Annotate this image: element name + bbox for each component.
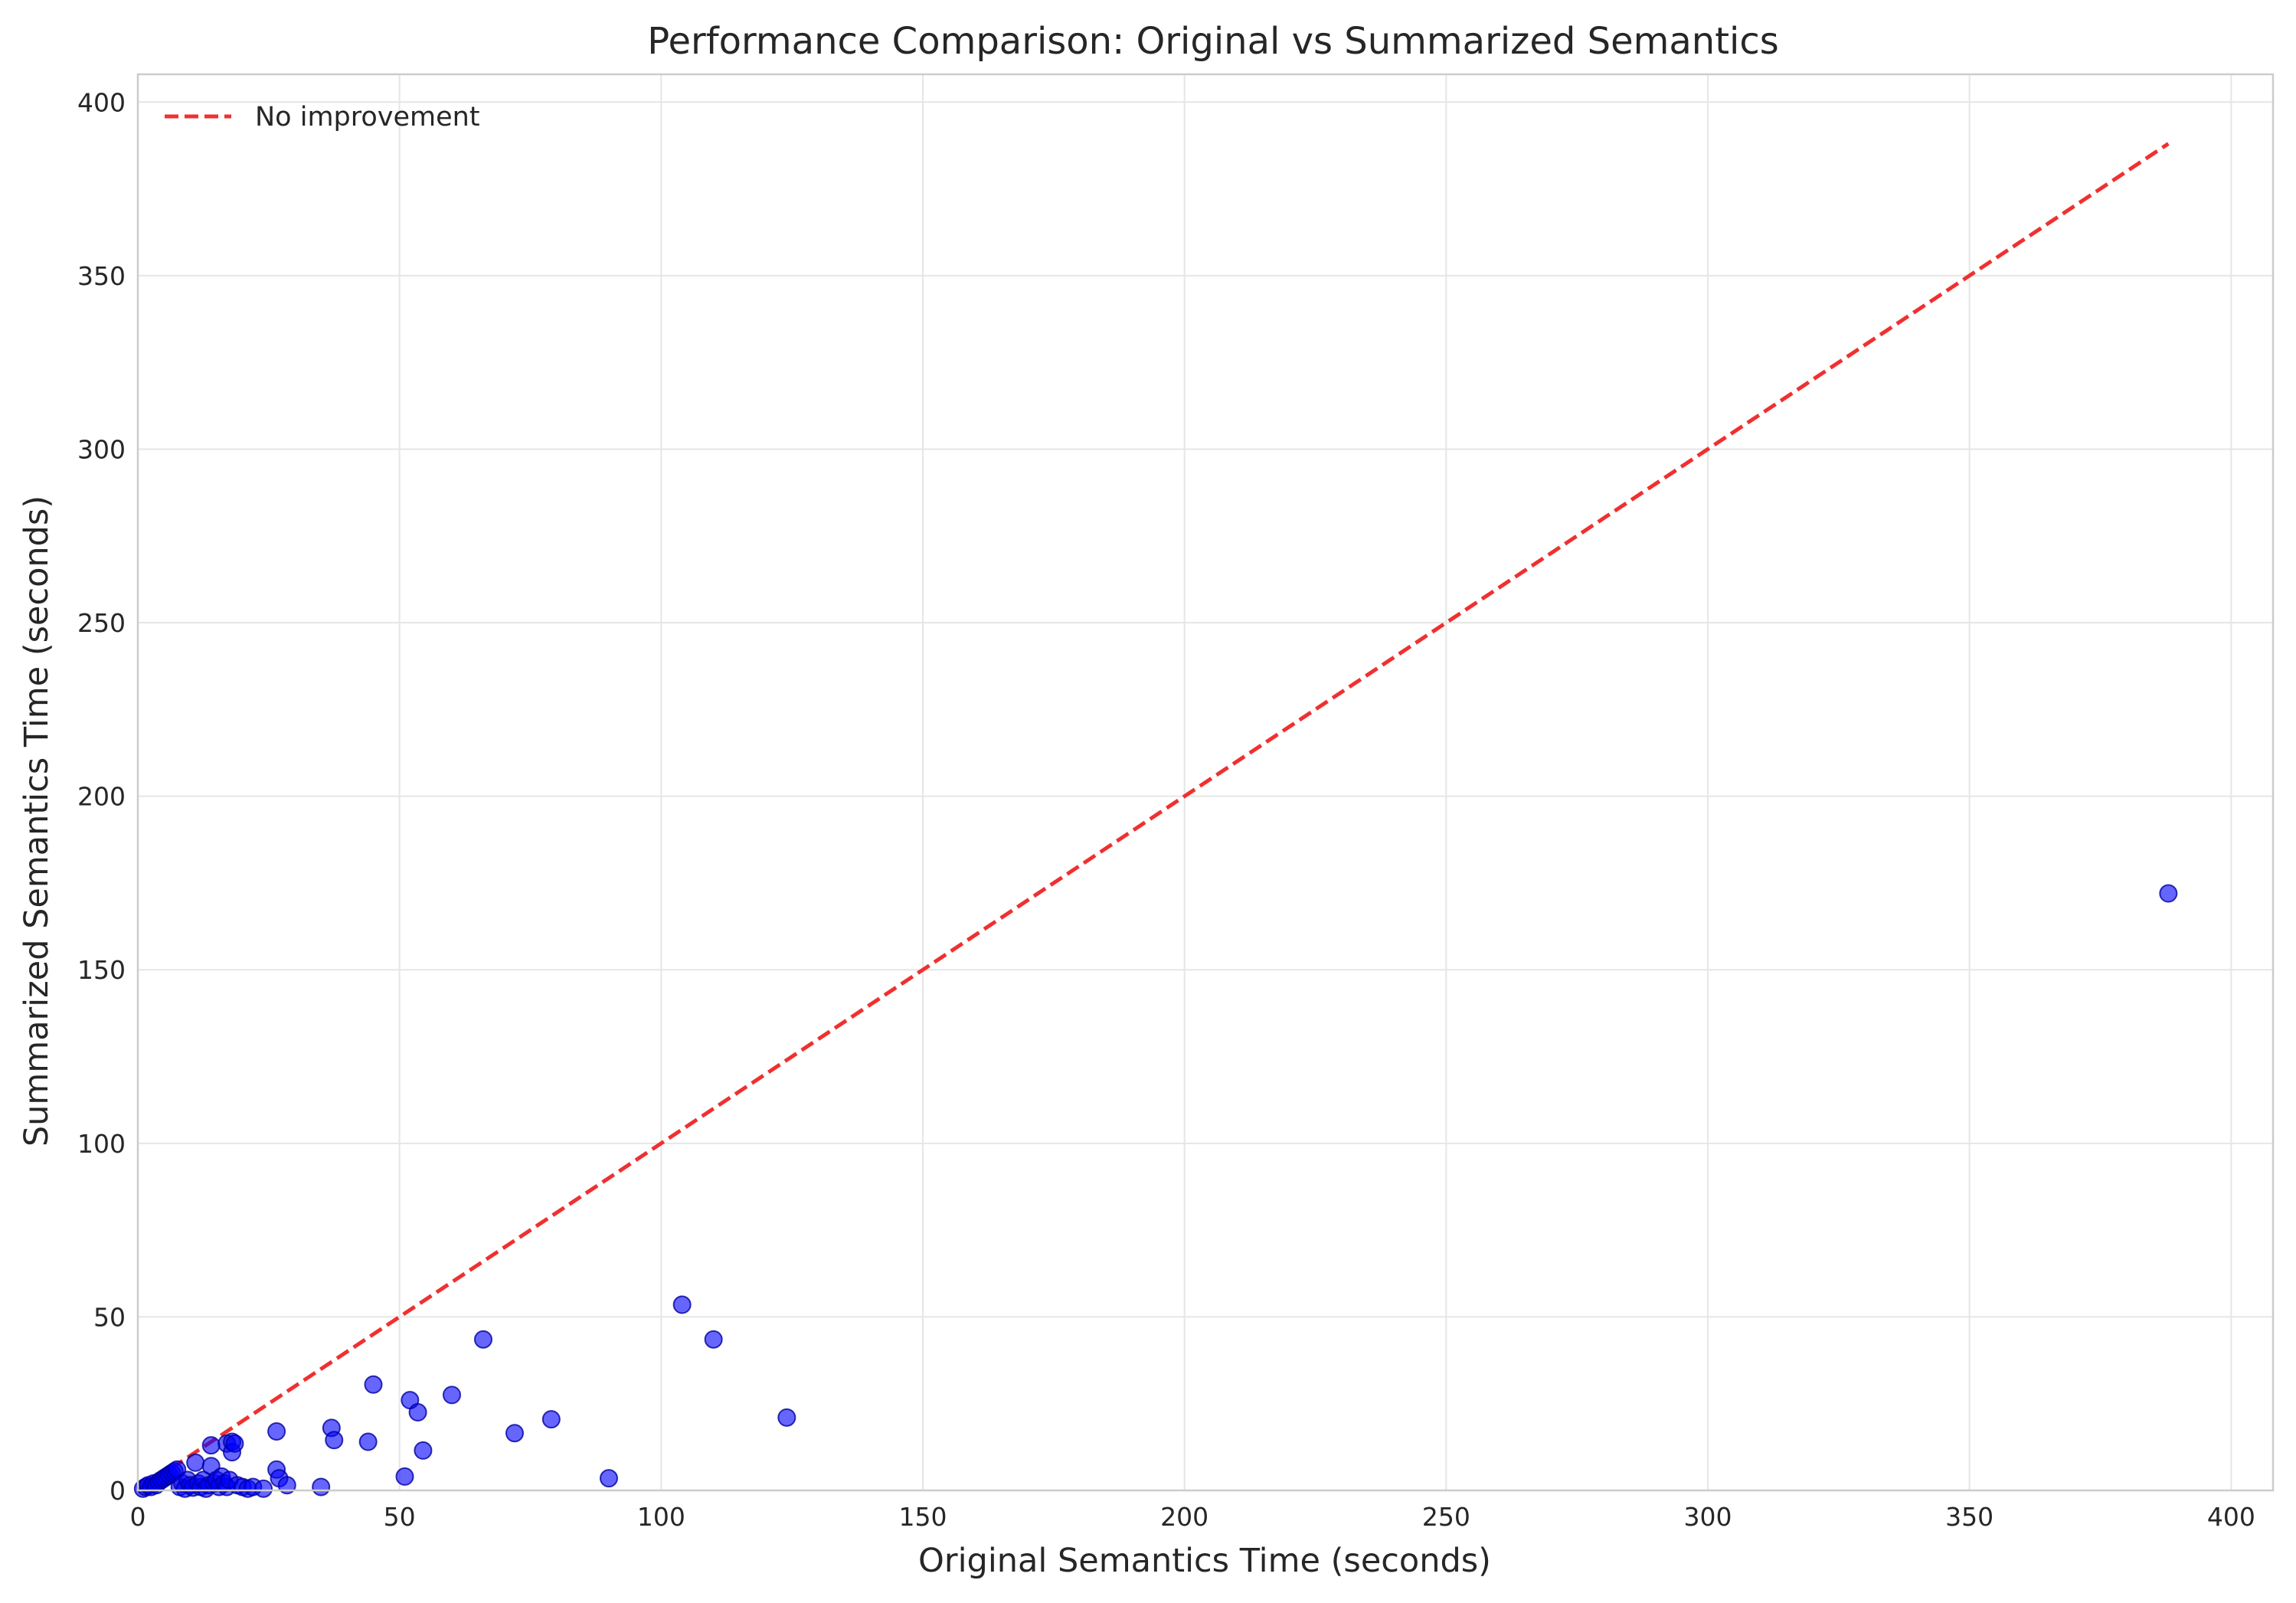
scatter-point bbox=[254, 1479, 273, 1498]
y-tick-label: 400 bbox=[77, 87, 126, 117]
y-tick-label: 100 bbox=[77, 1129, 126, 1159]
y-tick-labels: 0 50 100 150 200 250 300 350 400 bbox=[77, 87, 126, 1506]
scatter-point bbox=[474, 1330, 492, 1349]
legend-label: No improvement bbox=[255, 102, 480, 132]
x-tick-label: 200 bbox=[1160, 1502, 1209, 1532]
y-tick-label: 200 bbox=[77, 782, 126, 812]
x-gridlines bbox=[137, 74, 2232, 1490]
y-tick-label: 350 bbox=[77, 261, 126, 291]
x-tick-labels: 0 50 100 150 200 250 300 350 400 bbox=[130, 1502, 2255, 1532]
scatter-point bbox=[2159, 884, 2178, 903]
scatter-point bbox=[225, 1434, 244, 1453]
scatter-point bbox=[267, 1421, 286, 1441]
legend: No improvement bbox=[165, 102, 480, 132]
y-tick-label: 250 bbox=[77, 608, 126, 638]
scatter-point bbox=[600, 1469, 618, 1488]
scatter-point bbox=[395, 1467, 414, 1486]
y-axis-label: Summarized Semantics Time (seconds) bbox=[18, 496, 56, 1147]
chart-title: Performance Comparison: Original vs Summ… bbox=[647, 20, 1779, 63]
y-tick-label: 300 bbox=[77, 434, 126, 464]
scatter-point bbox=[672, 1295, 692, 1314]
x-tick-label: 100 bbox=[637, 1502, 685, 1532]
x-tick-label: 300 bbox=[1684, 1502, 1732, 1532]
reference-line bbox=[136, 142, 2170, 1493]
y-tick-label: 0 bbox=[110, 1476, 126, 1506]
scatter-point bbox=[541, 1410, 561, 1429]
plot-frame bbox=[136, 73, 2275, 1492]
scatter-point bbox=[358, 1432, 378, 1451]
scatter-point bbox=[186, 1453, 205, 1472]
x-tick-label: 50 bbox=[384, 1502, 416, 1532]
y-tick-label: 50 bbox=[93, 1302, 126, 1332]
x-tick-label: 250 bbox=[1422, 1502, 1470, 1532]
x-tick-label: 0 bbox=[130, 1502, 146, 1532]
scatter-point bbox=[277, 1476, 296, 1495]
scatter-point bbox=[364, 1375, 383, 1394]
no-improvement-line bbox=[136, 142, 2170, 1493]
scatter-point bbox=[443, 1385, 461, 1405]
scatter-point bbox=[777, 1408, 796, 1427]
scatter-point bbox=[312, 1477, 331, 1497]
scatter-point bbox=[704, 1330, 723, 1349]
scatter-point bbox=[325, 1431, 344, 1450]
x-tick-label: 400 bbox=[2207, 1502, 2255, 1532]
scatter-point bbox=[201, 1436, 221, 1455]
scatter-point bbox=[414, 1441, 433, 1460]
scatter-point bbox=[408, 1403, 427, 1422]
x-axis-label: Original Semantics Time (seconds) bbox=[918, 1542, 1491, 1580]
x-tick-label: 350 bbox=[1945, 1502, 1993, 1532]
scatter-point bbox=[505, 1424, 524, 1443]
y-tick-label: 150 bbox=[77, 955, 126, 985]
x-tick-label: 150 bbox=[899, 1502, 947, 1532]
